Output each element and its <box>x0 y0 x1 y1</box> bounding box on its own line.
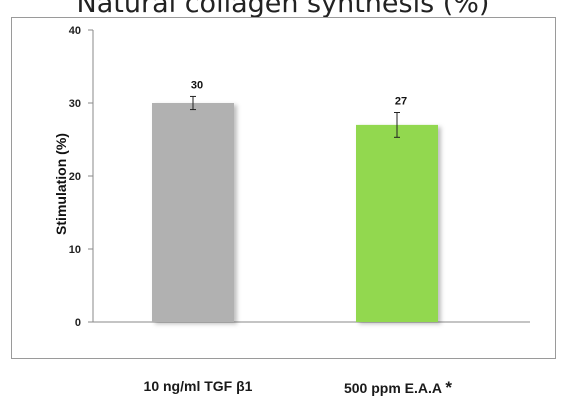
data-label-1: 27 <box>395 95 407 107</box>
y-tick-label-10: 10 <box>69 244 81 256</box>
bar-0 <box>152 103 234 322</box>
plot-frame <box>11 17 556 359</box>
chart-title: Natural collagen synthesis (%) <box>76 0 490 19</box>
y-axis-title: Stimulation (%) <box>53 133 69 235</box>
y-tick-label-30: 30 <box>69 98 81 110</box>
y-tick-label-0: 0 <box>75 317 81 329</box>
x-category-label-eaa: 500 ppm E.A.A * <box>343 378 453 397</box>
bar-1 <box>356 124 438 323</box>
y-tick-label-40: 40 <box>69 25 81 37</box>
data-label-0: 30 <box>191 79 203 91</box>
x-category-label-tgf: 10 ng/ml TGF β1 <box>143 378 253 394</box>
y-tick-label-20: 20 <box>69 171 81 183</box>
